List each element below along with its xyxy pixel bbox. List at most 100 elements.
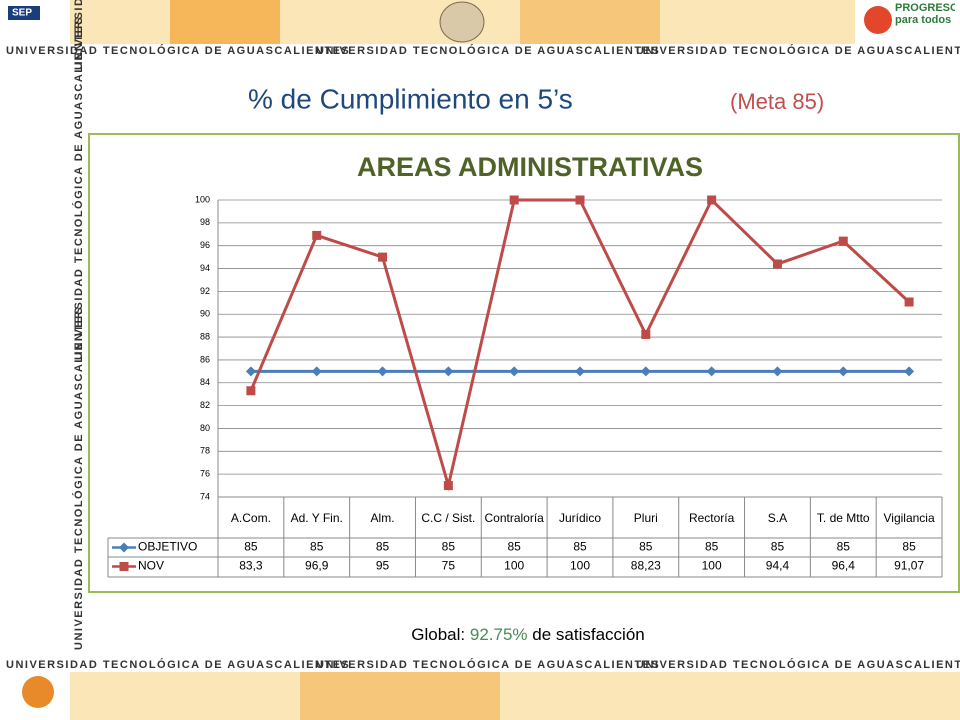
y-tick-label: 94: [200, 263, 210, 273]
marker: [377, 366, 388, 377]
logo: [22, 676, 54, 708]
logo-text: SEP: [12, 8, 32, 19]
banner-text: UNIVERSIDAD TECNOLÓGICA DE AGUASCALIENTE…: [72, 306, 85, 650]
category-label: C.C / Sist.: [421, 511, 476, 525]
logo-text: PROGRESO para todos: [895, 2, 955, 26]
marker: [312, 230, 322, 240]
category-label-box: Alm.: [370, 511, 395, 525]
marker: [904, 366, 915, 377]
table-value: 85: [705, 540, 719, 554]
category-label: Contraloría: [484, 511, 544, 525]
bottom-decoration: [300, 672, 500, 720]
table-value: 100: [570, 559, 590, 573]
category-label-box: Jurídico: [558, 511, 601, 525]
top-decoration: [520, 0, 660, 44]
table-value: 96,4: [832, 559, 856, 573]
y-tick-label: 78: [200, 446, 210, 456]
table-value: 95: [376, 559, 390, 573]
marker: [640, 366, 651, 377]
marker: [443, 481, 453, 491]
marker: [246, 386, 256, 396]
y-tick-label: 84: [200, 377, 210, 387]
table-value: 100: [504, 559, 524, 573]
category-label-box: S.A: [768, 511, 787, 525]
y-tick-label: 74: [200, 491, 210, 501]
marker: [641, 329, 651, 339]
marker: [378, 252, 388, 262]
marker: [772, 366, 783, 377]
category-label-box: Ad. Y Fin.: [290, 511, 343, 525]
category-label: Ad. Y Fin.: [290, 511, 343, 525]
banner-text: UNIVERSIDAD TECNOLÓGICA DE AGUASCALIENTE…: [72, 0, 85, 70]
banner-text: UNIVERSIDAD TECNOLÓGICA DE AGUASCALIENTE…: [6, 44, 350, 57]
y-tick-label: 86: [200, 354, 210, 364]
y-tick-label: 98: [200, 217, 210, 227]
y-tick-label: 96: [200, 240, 210, 250]
table-value: 91,07: [894, 559, 924, 573]
legend-label: OBJETIVO: [138, 540, 197, 554]
logo-text-box: PROGRESO para todos: [895, 2, 955, 26]
table-value: 75: [442, 559, 456, 573]
table-value: 96,9: [305, 559, 329, 573]
table-value: 83,3: [239, 559, 263, 573]
banner-text: UNIVERSIDAD TECNOLÓGICA DE AGUASCALIENTE…: [72, 16, 85, 360]
table-value: 85: [376, 540, 390, 554]
marker: [706, 366, 717, 377]
footer-suffix: de satisfacción: [532, 625, 644, 644]
table-value: 85: [244, 540, 258, 554]
table-value: 88,23: [631, 559, 661, 573]
marker: [575, 366, 585, 377]
category-label-box: C.C / Sist.: [421, 511, 476, 525]
category-label: Alm.: [370, 511, 395, 525]
banner-band: [0, 44, 960, 58]
table-value: 100: [702, 559, 722, 573]
category-label-box: Rectoría: [689, 511, 734, 525]
table-value: 85: [639, 540, 653, 554]
marker: [119, 562, 129, 571]
category-label: A.Com.: [230, 511, 271, 525]
chart-title: AREAS ADMINISTRATIVAS: [357, 152, 703, 182]
banner-band: [0, 658, 960, 672]
category-label: Jurídico: [558, 511, 601, 525]
marker: [575, 195, 585, 205]
banner-text: UNIVERSIDAD TECNOLÓGICA DE AGUASCALIENTE…: [316, 44, 660, 57]
category-label-box: Pluri: [633, 511, 658, 525]
marker: [509, 366, 520, 377]
marker: [119, 542, 129, 553]
logo: [439, 1, 485, 43]
top-decoration: [170, 0, 280, 44]
y-tick-label: 88: [200, 331, 210, 341]
category-label-box: T. de Mtto: [817, 511, 870, 525]
category-label: Pluri: [633, 511, 658, 525]
banner-text: UNIVERSIDAD TECNOLÓGICA DE AGUASCALIENTE…: [6, 658, 350, 671]
y-tick-label: 90: [200, 309, 210, 319]
marker: [772, 259, 782, 269]
footer: Global: 92.75% de satisfacción: [411, 625, 644, 644]
table-value: 85: [902, 540, 916, 554]
slide-title: % de Cumplimiento en 5’s: [248, 83, 573, 114]
y-tick-label: 80: [200, 423, 210, 433]
table-value: 85: [310, 540, 324, 554]
table-value: 85: [508, 540, 522, 554]
category-label-box: Vigilancia: [884, 511, 935, 525]
chart-frame: [88, 133, 960, 593]
table-value: 85: [442, 540, 456, 554]
table-value: 85: [837, 540, 851, 554]
category-label-box: A.Com.: [230, 511, 271, 525]
table-value: 85: [771, 540, 785, 554]
y-tick-label: 92: [200, 286, 210, 296]
marker: [245, 366, 256, 377]
y-tick-label: 76: [200, 469, 210, 479]
side-band: [70, 58, 88, 658]
category-label-box: Contraloría: [484, 511, 544, 525]
table-value: 85: [573, 540, 587, 554]
y-tick-label: 82: [200, 400, 210, 410]
marker: [904, 297, 914, 307]
legend-label: NOV: [138, 559, 164, 573]
marker: [707, 195, 717, 205]
banner-text: UNIVERSIDAD TECNOLÓGICA DE AGUASCALIENTE…: [636, 44, 960, 57]
table-value: 94,4: [766, 559, 790, 573]
footer-value: 92.75%: [470, 625, 528, 644]
